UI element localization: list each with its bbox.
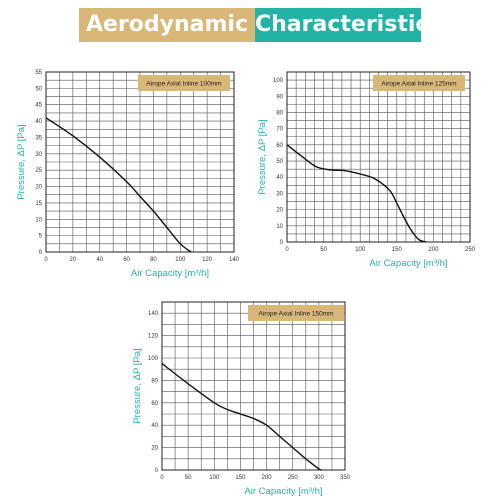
y-tick-label: 45 <box>35 103 42 109</box>
x-tick-label: 250 <box>465 247 476 253</box>
y-tick-label: 5 <box>39 234 43 240</box>
title-aerodynamic: Aerodynamic <box>79 8 255 42</box>
x-tick-label: 300 <box>314 475 325 481</box>
x-axis-title: Air Capacity [m³/h] <box>131 268 209 279</box>
y-tick-label: 15 <box>35 201 42 207</box>
y-tick-label: 30 <box>35 152 42 158</box>
y-tick-label: 120 <box>148 334 159 340</box>
x-tick-label: 250 <box>288 475 299 481</box>
y-tick-label: 10 <box>35 217 42 223</box>
legend-box <box>248 305 344 321</box>
y-tick-label: 50 <box>35 86 42 92</box>
x-tick-label: 0 <box>160 475 164 481</box>
title-banner: Aerodynamic Characteristics <box>79 8 442 42</box>
chart-150mm: 0 50 100 150 200 250 300 350 0 20 40 60 80 100 120 140 A… <box>132 301 351 497</box>
series-line <box>286 144 427 243</box>
x-tick-label: 20 <box>70 257 77 263</box>
plot-frame <box>286 71 471 243</box>
y-tick-label: 40 <box>151 423 158 429</box>
y-tick-label: 60 <box>151 401 158 407</box>
y-tick-label: 50 <box>276 159 283 165</box>
x-tick-label: 150 <box>235 475 246 481</box>
y-tick-label: 40 <box>276 175 283 181</box>
y-tick-label: 70 <box>276 127 283 133</box>
y-tick-label: 55 <box>35 70 42 76</box>
x-tick-label: 0 <box>44 257 48 263</box>
x-axis-title: Air Capacity [m³/h] <box>244 486 322 497</box>
legend-box <box>138 75 230 91</box>
chart-title: Airope Axial Inline 125mm <box>381 80 456 87</box>
y-tick-label: 10 <box>276 224 283 230</box>
series-line <box>45 117 192 253</box>
y-tick-label: 100 <box>148 356 159 362</box>
y-tick-label: 0 <box>155 468 159 474</box>
x-tick-label: 40 <box>96 257 103 263</box>
y-tick-label: 80 <box>151 378 158 384</box>
x-tick-label: 140 <box>229 257 240 263</box>
plot-frame <box>161 301 346 471</box>
y-tick-label: 35 <box>35 135 42 141</box>
y-tick-label: 40 <box>35 119 42 125</box>
x-tick-label: 50 <box>185 475 192 481</box>
series-line <box>161 363 322 471</box>
chart-title: Airope Axial Inline 100mm <box>146 80 221 87</box>
x-tick-label: 100 <box>355 247 366 253</box>
x-tick-label: 100 <box>209 475 220 481</box>
y-tick-label: 0 <box>39 250 43 256</box>
x-tick-label: 60 <box>123 257 130 263</box>
y-tick-label: 140 <box>148 311 159 317</box>
y-tick-label: 100 <box>273 78 284 84</box>
x-axis-title: Air Capacity [m³/h] <box>369 258 447 269</box>
x-tick-label: 50 <box>320 247 327 253</box>
y-tick-label: 0 <box>280 240 284 246</box>
y-tick-label: 60 <box>276 143 283 149</box>
y-axis-title: Pressure, ΔP [Pa] <box>16 124 27 199</box>
x-tick-label: 100 <box>175 257 186 263</box>
x-tick-label: 0 <box>285 247 289 253</box>
y-tick-label: 20 <box>276 208 283 214</box>
x-tick-label: 350 <box>340 475 351 481</box>
x-tick-label: 200 <box>262 475 273 481</box>
x-tick-label: 150 <box>392 247 403 253</box>
chart-title: Airope Axial Inline 150mm <box>258 310 333 317</box>
chart-100mm: 0 20 40 60 80 100 120 140 0 5 10 15 20 25 30 35 40 45 50 55… <box>16 70 240 279</box>
x-tick-label: 80 <box>150 257 157 263</box>
y-tick-label: 20 <box>151 446 158 452</box>
plot-frame <box>45 71 235 253</box>
y-tick-label: 30 <box>276 191 283 197</box>
title-characteristics: Characteristics <box>255 8 442 42</box>
y-axis-title: Pressure, ΔP [Pa] <box>132 348 143 423</box>
chart-125mm: 0 50 100 150 200 2500102030405060708090100Air… <box>257 71 476 269</box>
y-tick-label: 80 <box>276 110 283 116</box>
legend-box <box>373 75 465 91</box>
y-tick-label: 20 <box>35 185 42 191</box>
y-axis-title: Pressure, ΔP [Pa] <box>257 119 268 194</box>
x-tick-label: 200 <box>428 247 439 253</box>
x-tick-label: 120 <box>202 257 213 263</box>
y-tick-label: 25 <box>35 168 42 174</box>
y-tick-label: 90 <box>276 94 283 100</box>
